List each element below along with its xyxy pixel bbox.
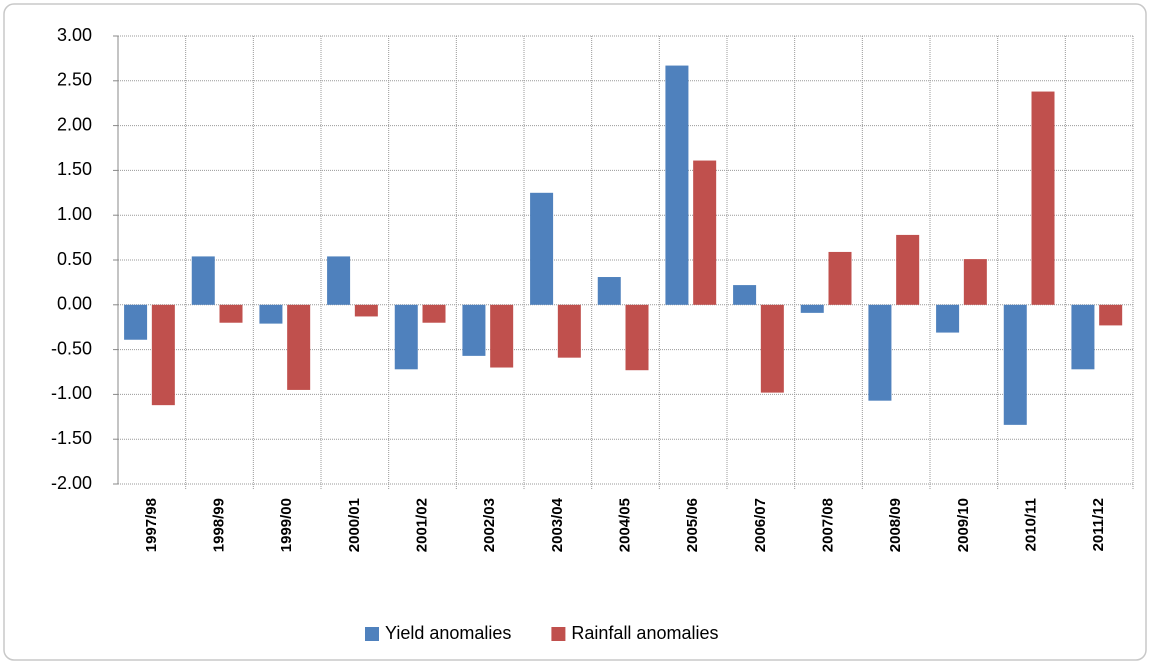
y-tick-label: 0.50 <box>57 249 92 269</box>
bar <box>422 304 446 323</box>
bar <box>490 304 514 368</box>
bar <box>665 65 689 305</box>
y-tick-label: 0.00 <box>57 294 92 314</box>
y-tick-label: 3.00 <box>57 25 92 45</box>
bar <box>733 285 757 305</box>
y-tick-label: -2.00 <box>51 473 92 493</box>
x-tick-label: 2011/12 <box>1090 498 1107 551</box>
bar <box>936 304 960 333</box>
bar <box>760 304 784 393</box>
bar <box>151 304 175 406</box>
bar <box>287 304 311 390</box>
bar <box>1031 91 1055 305</box>
x-tick-label: 2006/07 <box>752 498 769 552</box>
bar <box>625 304 649 371</box>
y-tick-label: 1.50 <box>57 159 92 179</box>
x-tick-label: 1998/99 <box>210 498 227 552</box>
bar <box>1003 304 1027 425</box>
legend-label: Yield anomalies <box>385 623 511 643</box>
legend-swatch <box>551 627 566 641</box>
x-tick-label: 2001/02 <box>413 498 430 552</box>
bar <box>1071 304 1095 370</box>
bar <box>868 304 892 401</box>
bar <box>462 304 486 356</box>
bar <box>394 304 418 370</box>
bar <box>896 234 920 305</box>
x-tick-label: 2002/03 <box>481 498 498 552</box>
bar <box>259 304 283 324</box>
bar <box>327 256 351 305</box>
bar <box>219 304 243 323</box>
x-tick-label: 2008/09 <box>887 498 904 552</box>
bar <box>828 251 852 305</box>
y-tick-label: 1.00 <box>57 204 92 224</box>
y-tick-label: 2.00 <box>57 114 92 134</box>
bar <box>191 256 215 305</box>
bar <box>354 304 378 317</box>
bar <box>800 304 824 313</box>
x-tick-label: 2005/06 <box>684 498 701 552</box>
legend-swatch <box>365 627 379 641</box>
x-tick-label: 2003/04 <box>549 497 566 552</box>
x-tick-label: 2000/01 <box>346 498 363 552</box>
y-tick-label: -1.50 <box>51 428 92 448</box>
y-tick-label: -1.00 <box>51 383 92 403</box>
bar <box>693 160 717 305</box>
legend-label: Rainfall anomalies <box>571 623 718 643</box>
bar <box>597 277 621 305</box>
x-tick-label: 2007/08 <box>819 498 836 552</box>
x-tick-label: 2004/05 <box>616 498 633 552</box>
x-tick-label: 2009/10 <box>955 498 972 552</box>
bar <box>124 304 148 340</box>
bar <box>1099 304 1123 326</box>
y-tick-label: 2.50 <box>57 70 92 90</box>
bar <box>530 192 554 305</box>
x-tick-label: 1999/00 <box>278 498 295 552</box>
bar <box>557 304 581 358</box>
x-tick-label: 1997/98 <box>143 498 160 552</box>
y-tick-label: -0.50 <box>51 338 92 358</box>
bar <box>963 259 987 305</box>
x-tick-label: 2010/11 <box>1022 498 1039 551</box>
